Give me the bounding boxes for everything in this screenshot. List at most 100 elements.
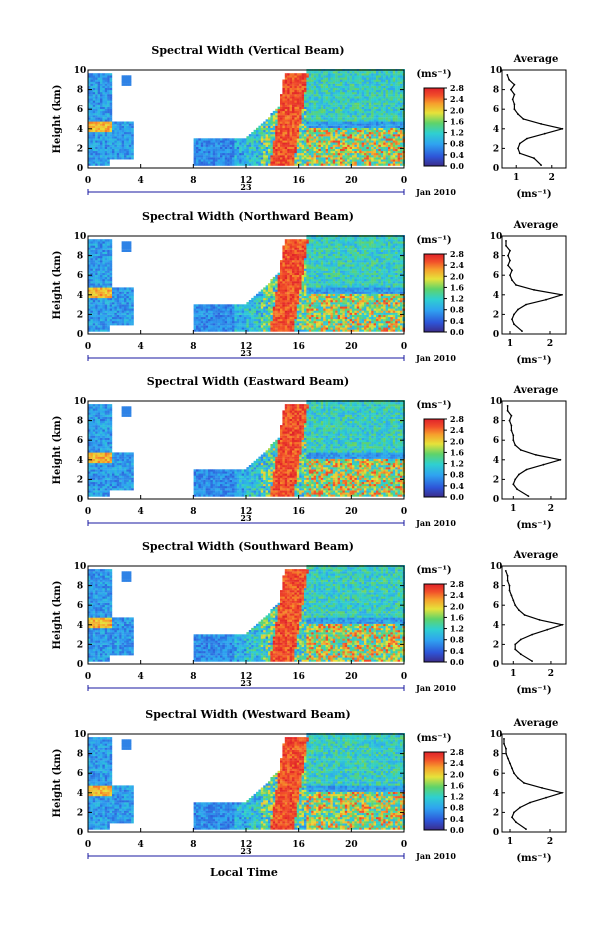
heatmap-cell — [109, 318, 113, 322]
heatmap-cell — [287, 127, 290, 131]
heatmap-cell — [320, 113, 324, 116]
heatmap-cell — [253, 316, 257, 320]
heatmap-cell — [313, 115, 317, 118]
heatmap-cell — [270, 148, 273, 152]
heatmap-cell — [347, 134, 350, 137]
heatmap-cell — [270, 163, 273, 166]
heatmap-cell — [102, 77, 105, 80]
heatmap-cell — [222, 325, 225, 328]
heatmap-cell — [313, 159, 317, 162]
heatmap-cell — [246, 155, 249, 158]
heatmap-cell — [220, 142, 223, 145]
heatmap-cell — [104, 108, 108, 112]
heatmap-cell — [88, 89, 91, 93]
heatmap-cell — [340, 79, 343, 82]
heatmap-cell — [352, 127, 355, 131]
heatmap-cell — [107, 251, 110, 254]
heatmap-cell — [256, 321, 259, 324]
heatmap-cell — [332, 123, 336, 126]
heatmap-cell — [196, 312, 199, 315]
heatmap-cell — [292, 127, 295, 131]
heatmap-cell — [299, 150, 302, 154]
heatmap-cell — [313, 71, 317, 74]
heatmap-cell — [284, 306, 288, 309]
heatmap-cell — [220, 321, 223, 324]
heatmap-cell — [356, 71, 360, 74]
heatmap-cell — [330, 106, 333, 109]
heatmap-cell — [364, 163, 367, 166]
heatmap-cell — [400, 89, 403, 93]
heatmap-cell — [392, 79, 396, 82]
heatmap-cell — [352, 119, 355, 122]
heatmap-cell — [347, 163, 350, 166]
heatmap-cell — [325, 129, 329, 133]
heatmap-cell — [304, 73, 307, 76]
heatmap-cell — [364, 108, 367, 112]
heatmap-cell — [361, 83, 365, 86]
heatmap-cell — [388, 92, 391, 95]
heatmap-cell — [304, 92, 307, 95]
heatmap-cell — [193, 144, 197, 147]
heatmap-cell — [320, 106, 324, 109]
heatmap-cell — [234, 138, 237, 141]
heatmap-cell — [239, 310, 242, 313]
heatmap-cell — [344, 94, 348, 97]
heatmap-cell — [100, 241, 103, 244]
heatmap-cell — [236, 308, 240, 311]
heatmap-cell — [347, 73, 350, 76]
heatmap-cell — [354, 144, 357, 147]
heatmap-cell — [100, 119, 103, 122]
heatmap-cell — [313, 79, 317, 82]
heatmap-cell — [95, 310, 98, 313]
heatmap-cell — [236, 163, 240, 166]
heatmap-cell — [380, 134, 384, 137]
heatmap-cell — [124, 241, 127, 244]
heatmap-cell — [208, 306, 211, 309]
heatmap-cell — [313, 75, 317, 78]
heatmap-cell — [349, 115, 353, 118]
heatmap-cell — [337, 75, 341, 78]
heatmap-cell — [284, 276, 288, 280]
heatmap-cell — [347, 89, 350, 93]
heatmap-cell — [92, 291, 96, 294]
heatmap-cell — [340, 148, 343, 152]
heatmap-cell — [241, 140, 245, 143]
heatmap-cell — [263, 125, 266, 128]
heatmap-cell — [296, 75, 300, 78]
heatmap-cell — [198, 142, 201, 145]
heatmap-cell — [395, 125, 398, 128]
heatmap-cell — [124, 134, 127, 137]
heatmap-cell — [385, 102, 389, 105]
heatmap-cell — [320, 161, 324, 164]
heatmap-cell — [107, 304, 110, 307]
heatmap-cell — [328, 92, 331, 95]
heatmap-cell — [352, 100, 355, 103]
heatmap-cell — [313, 108, 317, 112]
colorbar-tick-label: 2.0 — [450, 105, 464, 115]
heatmap-cell — [340, 94, 343, 97]
heatmap-cell — [376, 113, 379, 116]
heatmap-cell — [270, 304, 273, 307]
heatmap-cell — [95, 94, 98, 97]
heatmap-cell — [352, 87, 355, 91]
heatmap-cell — [232, 155, 235, 158]
heatmap-cell — [328, 71, 331, 74]
heatmap-cell — [92, 285, 96, 288]
heatmap-cell — [119, 314, 122, 318]
heatmap-cell — [95, 249, 98, 252]
heatmap-cell — [301, 92, 305, 95]
heatmap-cell — [304, 75, 307, 78]
heatmap-cell — [114, 312, 117, 315]
heatmap-cell — [102, 110, 105, 114]
heatmap-cell — [335, 77, 338, 80]
heatmap-cell — [88, 255, 91, 259]
heatmap-cell — [344, 129, 348, 133]
heatmap-cell — [366, 81, 369, 84]
heatmap-cell — [354, 142, 357, 145]
heatmap-cell — [236, 138, 240, 141]
heatmap-cell — [256, 153, 259, 156]
heatmap-cell — [88, 77, 91, 80]
heatmap-cell — [328, 75, 331, 78]
heatmap-cell — [340, 113, 343, 116]
heatmap-cell — [356, 87, 360, 91]
